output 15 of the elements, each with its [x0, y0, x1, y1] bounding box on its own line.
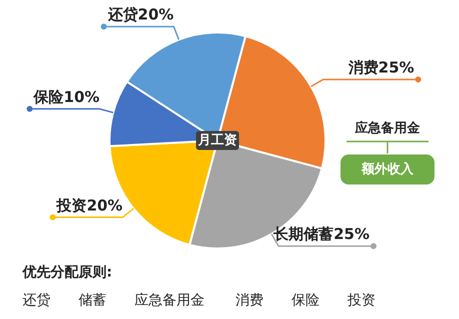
text: 月工资	[197, 133, 237, 148]
text: 优先分配原则:	[22, 264, 112, 280]
text: 应急备用金	[354, 120, 421, 136]
text: 投资	[346, 292, 376, 308]
slice-label: 投资20%	[56, 196, 123, 214]
slice-label: 还贷20%	[106, 6, 174, 24]
text: 额外收入	[360, 161, 414, 177]
text: 保险	[292, 292, 320, 308]
text: 消费	[236, 292, 264, 308]
slice-label: 保险10%	[32, 88, 100, 106]
slice-label: 长期储蓄25%	[272, 225, 370, 244]
text: 储蓄	[78, 292, 106, 308]
text: 还贷	[22, 292, 50, 308]
slice-label: 消费25%	[347, 58, 414, 76]
text: 应急备用金	[134, 292, 204, 308]
